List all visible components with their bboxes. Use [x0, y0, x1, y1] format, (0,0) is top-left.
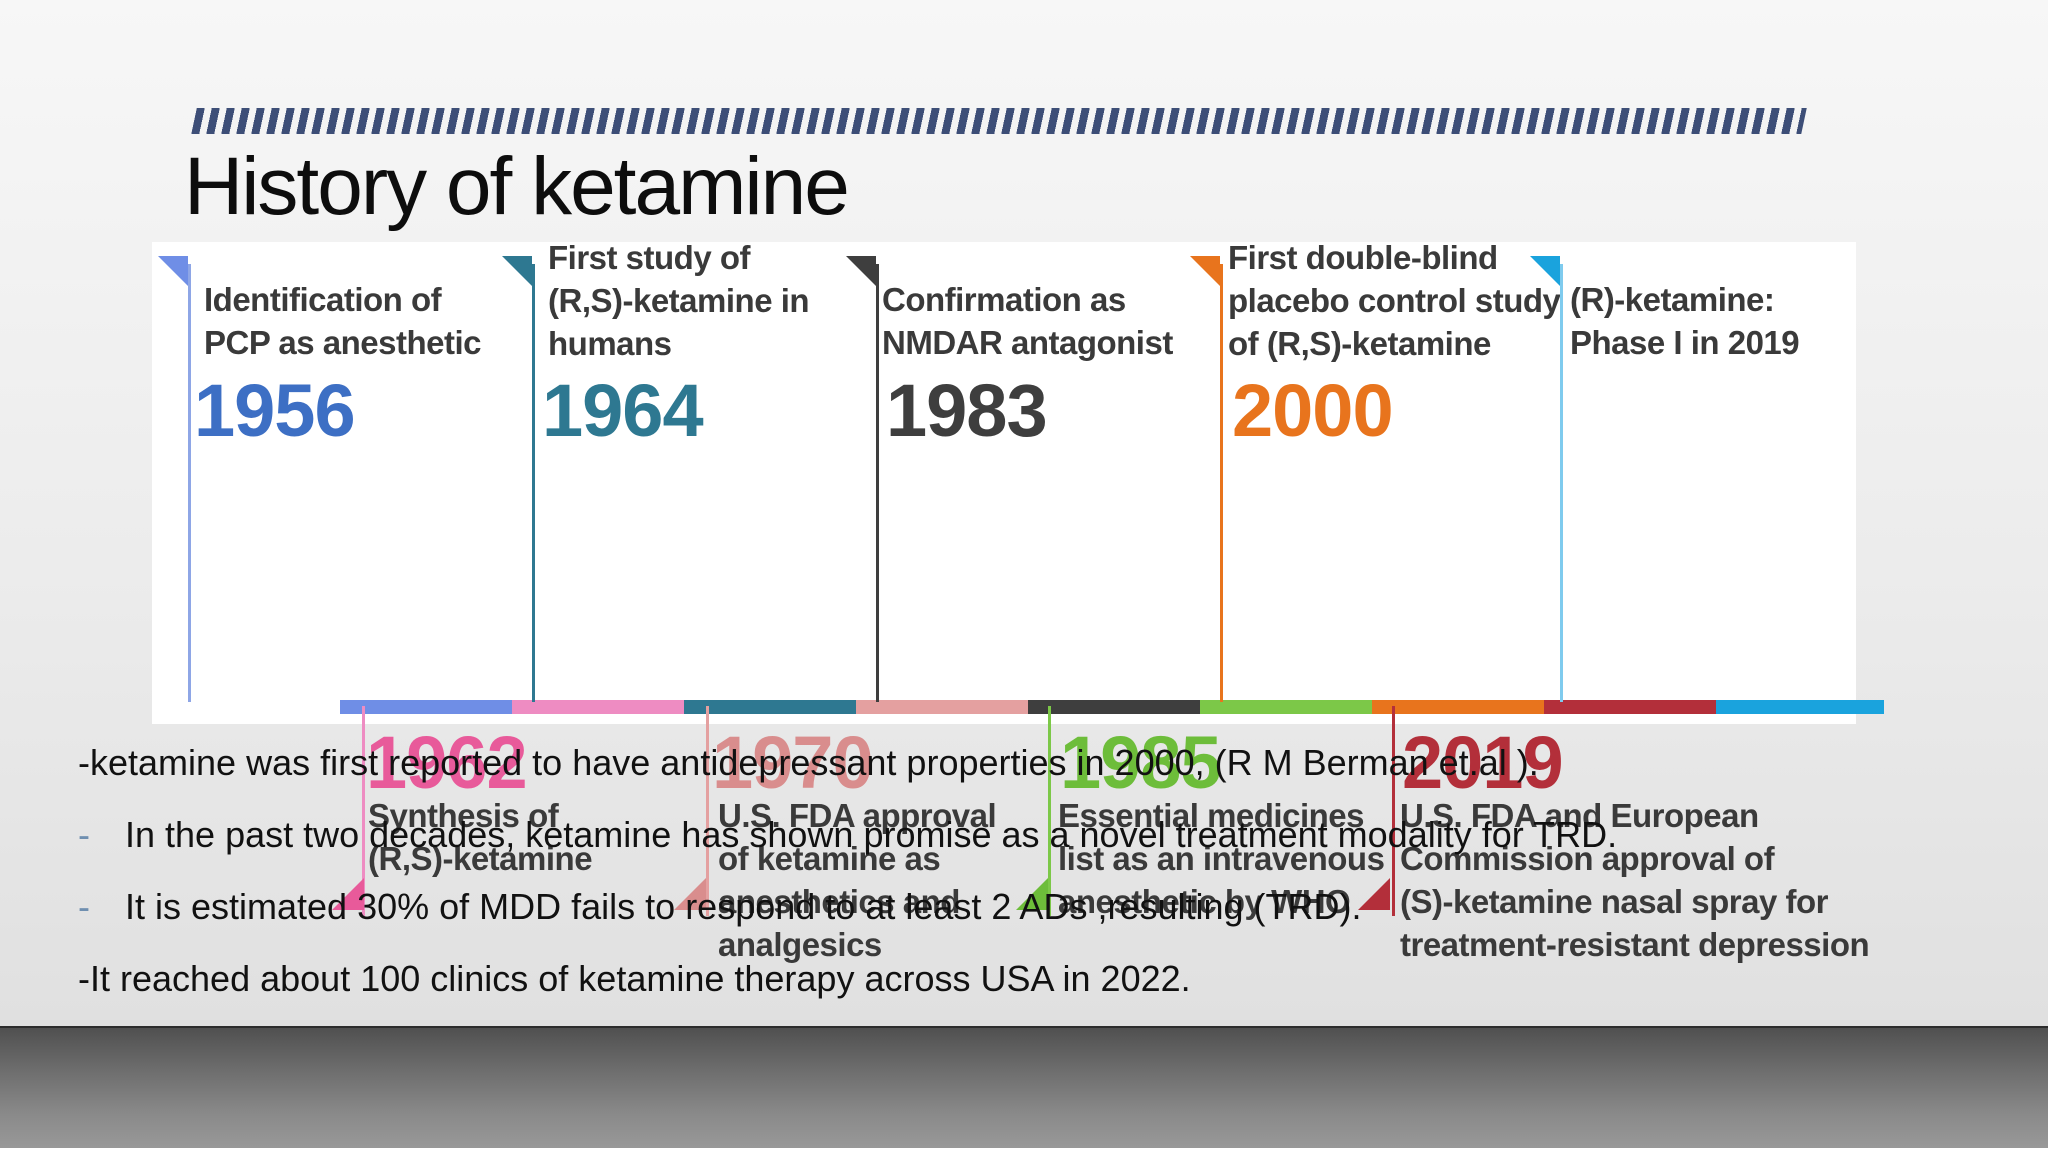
bullet-marker: -	[78, 742, 90, 783]
event-1956-text: Identification of PCP as anesthetic	[204, 281, 482, 361]
axis-segment-1962	[512, 700, 684, 714]
event-2000-text: First double-blind placebo control study…	[1228, 239, 1561, 362]
event-1956-year: 1956	[194, 369, 356, 452]
axis-segment-r-ketamine	[1716, 700, 1884, 714]
event-line-1983	[876, 264, 879, 702]
bullet-text: It is estimated 30% of MDD fails to resp…	[125, 886, 1362, 927]
event-1970-year: 1970	[712, 721, 874, 804]
bullet-item: - ketamine was first reported to have an…	[78, 742, 1539, 784]
bullet-text: It reached about 100 clinics of ketamine…	[90, 958, 1191, 999]
axis-segment-1964	[684, 700, 856, 714]
event-line-1970	[706, 706, 709, 916]
event-1983-text: Confirmation as NMDAR antagonist	[882, 281, 1173, 361]
axis-segment-1956	[340, 700, 512, 714]
bullet-marker: -	[78, 814, 90, 855]
event-line-1962	[362, 706, 365, 916]
flag-1956	[158, 256, 188, 286]
bullet-marker: -	[78, 958, 90, 999]
flag-2000	[1190, 256, 1220, 286]
event-1983-year: 1983	[886, 369, 1048, 452]
axis-segment-1983	[1028, 700, 1200, 714]
timeline-axis	[340, 700, 1884, 714]
event-r-ketamine-text: (R)-ketamine: Phase I in 2019	[1570, 281, 1800, 361]
axis-segment-1970	[856, 700, 1028, 714]
event-line-2019	[1392, 706, 1395, 916]
event-2019-text: U.S. FDA and European Commission approva…	[1400, 797, 1870, 963]
flag-r-ketamine	[1530, 256, 1560, 286]
event-line-1964	[532, 264, 535, 702]
bullet-marker: -	[78, 886, 90, 927]
event-2019-year: 2019	[1402, 721, 1564, 804]
axis-segment-1985	[1200, 700, 1372, 714]
flag-1983	[846, 256, 876, 286]
flag-1962	[332, 878, 364, 910]
bullet-item: - In the past two decades, ketamine has s…	[78, 814, 1617, 856]
timeline-figure: Identification of PCP as anesthetic 1956…	[152, 239, 1884, 963]
event-line-r-ketamine	[1560, 264, 1563, 702]
event-2000-year: 2000	[1232, 369, 1394, 452]
flag-1970	[674, 878, 706, 910]
event-line-2000	[1220, 264, 1223, 702]
flag-1964	[502, 256, 532, 286]
bullet-text: In the past two decades, ketamine has sh…	[125, 814, 1618, 855]
slide-title: History of ketamine	[184, 141, 850, 232]
bullet-item: - It reached about 100 clinics of ketami…	[78, 958, 1191, 1000]
event-1964-text: First study of (R,S)-ketamine in humans	[548, 239, 810, 362]
event-line-1985	[1048, 706, 1051, 916]
event-1962-year: 1962	[366, 721, 528, 804]
axis-segment-2019	[1544, 700, 1716, 714]
event-1985-year: 1985	[1060, 721, 1222, 804]
event-1962-text: Synthesis of (R,S)-ketamine	[368, 797, 593, 877]
event-1985-text: Essential medicines list as an intraveno…	[1058, 797, 1385, 920]
axis-segment-2000	[1372, 700, 1544, 714]
event-1964-year: 1964	[542, 369, 704, 452]
event-1970-text: U.S. FDA approval of ketamine as anesthe…	[718, 797, 997, 963]
bottom-border	[0, 1148, 2048, 1152]
bullet-item: - It is estimated 30% of MDD fails to res…	[78, 886, 1361, 928]
event-line-1956	[188, 264, 191, 702]
floor-background	[0, 1028, 2048, 1152]
flag-1985	[1016, 878, 1048, 910]
decorative-hatch-bar	[191, 108, 1807, 134]
flag-2019	[1358, 878, 1390, 910]
bullet-text: ketamine was first reported to have anti…	[90, 742, 1539, 783]
